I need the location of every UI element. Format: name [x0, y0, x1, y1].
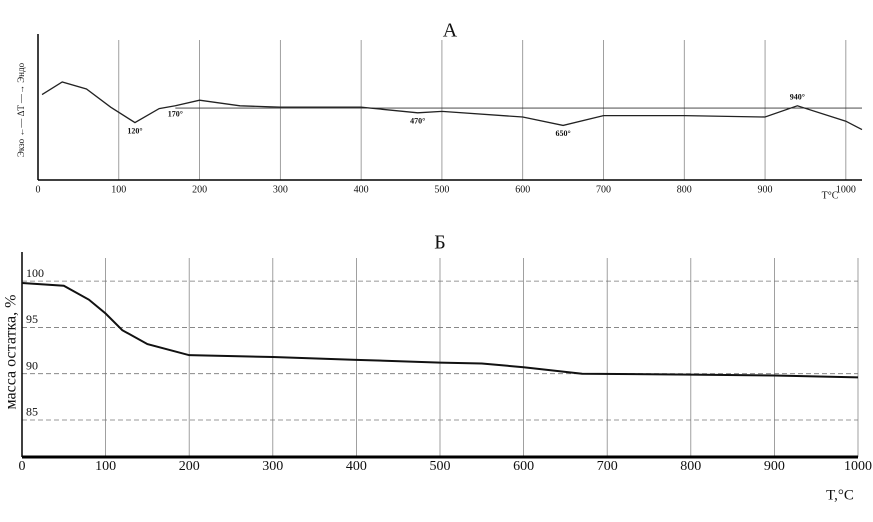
- x-tick-label: 500: [430, 459, 451, 474]
- annotation: 170°: [168, 110, 183, 119]
- x-tick-label: 100: [111, 184, 126, 195]
- x-tick-label: 1000: [844, 459, 872, 474]
- x-tick-label: 1000: [836, 184, 856, 195]
- y-axis-label: Экзо ←— ΔT —→ Эндо: [16, 62, 26, 157]
- y-axis-label: масса остатка, %: [3, 295, 20, 410]
- x-tick-label: 200: [179, 459, 200, 474]
- y-tick-label: 95: [26, 312, 38, 326]
- x-tick-label: 600: [515, 184, 530, 195]
- chart-title: А: [443, 20, 458, 42]
- x-tick-label: 300: [262, 459, 283, 474]
- x-tick-label: 0: [36, 184, 41, 195]
- y-tick-label: 90: [26, 358, 38, 372]
- x-tick-label: 400: [346, 459, 367, 474]
- x-tick-label: 500: [434, 184, 449, 195]
- x-tick-label: 400: [354, 184, 369, 195]
- x-tick-label: 200: [192, 184, 207, 195]
- y-tick-label: 85: [26, 405, 38, 419]
- annotation: 470°: [410, 117, 425, 126]
- x-tick-label: 700: [596, 184, 611, 195]
- x-tick-label: 0: [19, 459, 26, 474]
- x-tick-label: 700: [597, 459, 618, 474]
- x-tick-label: 600: [513, 459, 534, 474]
- x-tick-label: 300: [273, 184, 288, 195]
- x-axis-label: T,°C: [826, 487, 854, 503]
- annotation: 120°: [127, 126, 142, 135]
- curve: [41, 81, 863, 131]
- x-tick-label: 800: [677, 184, 692, 195]
- annotation: 940°: [790, 93, 805, 102]
- chart-title: Б: [434, 232, 445, 254]
- y-tick-label: 100: [26, 266, 44, 280]
- x-tick-label: 100: [95, 459, 116, 474]
- x-axis-label: T°C: [822, 190, 839, 201]
- x-tick-label: 800: [680, 459, 701, 474]
- x-tick-label: 900: [758, 184, 773, 195]
- curve: [21, 281, 859, 379]
- annotation: 650°: [555, 129, 570, 138]
- x-tick-label: 900: [764, 459, 785, 474]
